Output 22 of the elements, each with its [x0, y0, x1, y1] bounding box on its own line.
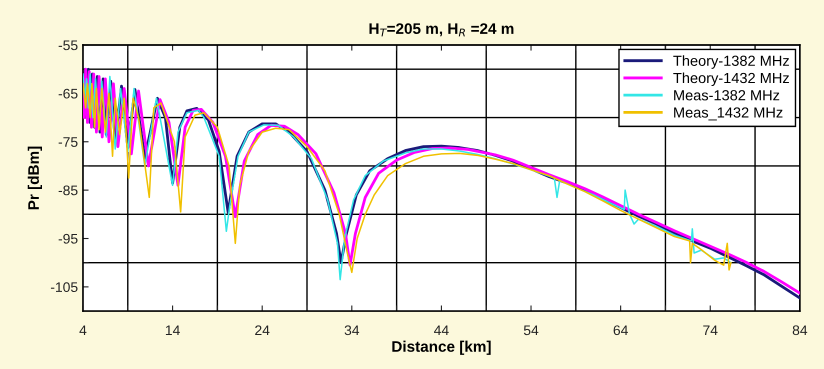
x-tick-label: 4 — [79, 325, 86, 336]
y-tick-label: -55 — [58, 40, 78, 50]
x-tick-label: 14 — [166, 325, 180, 336]
legend-label: Meas-1382 MHz — [674, 90, 780, 100]
chart-title: H$_{T}$=205 m, H$_{R}$ =24 m — [369, 23, 514, 36]
x-tick-label: 64 — [614, 325, 628, 336]
x-tick-label: 54 — [524, 325, 538, 336]
y-tick-label: -65 — [58, 88, 78, 99]
x-tick-label: 84 — [792, 325, 808, 336]
x-axis-title: Distance [km] — [392, 340, 491, 355]
x-tick-label: 34 — [344, 325, 360, 336]
x-tick-label: 74 — [703, 325, 718, 336]
x-tick-label: 44 — [434, 325, 449, 336]
x-tick-label: 24 — [255, 325, 270, 336]
legend-label: Meas_1432 MHz — [674, 107, 782, 120]
y-axis-title: Pr [dBm] — [28, 146, 42, 210]
legend-label: Theory-1382 MHz — [673, 55, 789, 69]
legend-label: Theory-1432 MHz — [673, 72, 789, 86]
y-tick-label: -85 — [58, 185, 78, 196]
y-tick-label: -75 — [58, 137, 78, 147]
y-tick-label: -95 — [58, 234, 78, 244]
y-tick-label: -105 — [50, 282, 78, 292]
